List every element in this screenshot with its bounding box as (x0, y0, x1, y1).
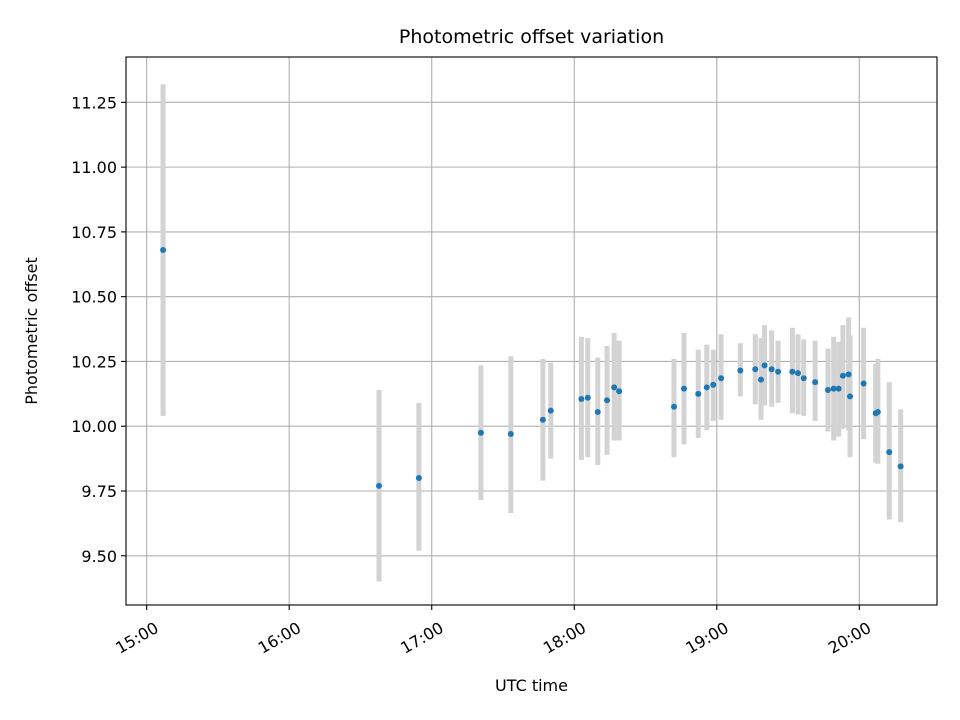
data-point (830, 385, 837, 392)
data-points (160, 247, 904, 489)
data-point (710, 381, 717, 388)
y-tick-label: 10.75 (71, 223, 117, 242)
data-point (795, 370, 802, 377)
data-point (539, 416, 546, 423)
data-point (897, 463, 904, 470)
data-point (695, 390, 702, 397)
data-point (611, 384, 618, 391)
data-point (789, 368, 796, 375)
plot-area (126, 57, 937, 605)
data-point (718, 375, 725, 382)
data-point (507, 430, 514, 437)
data-point (703, 384, 710, 391)
data-point (415, 475, 422, 482)
y-axis-label: Photometric offset (22, 257, 41, 405)
data-point (812, 379, 819, 386)
y-tick-label: 10.25 (71, 352, 117, 371)
data-point (584, 394, 591, 401)
data-point (800, 375, 807, 382)
y-tick-label: 9.50 (81, 547, 117, 566)
data-point (681, 385, 688, 392)
data-point (835, 385, 842, 392)
data-point (671, 403, 678, 410)
data-point (578, 396, 585, 403)
data-point (847, 393, 854, 400)
data-point (757, 376, 764, 383)
data-point (737, 367, 744, 374)
data-point (477, 429, 484, 436)
data-point (761, 362, 768, 369)
y-tick-label: 9.75 (81, 482, 117, 501)
data-point (616, 388, 623, 395)
data-point (547, 407, 554, 414)
data-point (160, 247, 167, 254)
y-tick-label: 11.00 (71, 158, 117, 177)
data-point (775, 368, 782, 375)
data-point (768, 366, 775, 373)
plot-frame (125, 56, 938, 606)
data-point (375, 482, 382, 489)
data-point (594, 408, 601, 415)
data-point (604, 397, 611, 404)
chart-title: Photometric offset variation (399, 26, 664, 48)
data-point (845, 371, 852, 378)
data-point (874, 408, 881, 415)
data-point (839, 372, 846, 379)
x-axis-label: UTC time (495, 676, 568, 695)
y-axis-ticks: 9.50 9.75 10.00 10.25 10.50 10.75 11.00 11.25 (71, 93, 126, 566)
data-point (886, 449, 893, 456)
y-tick-label: 10.50 (71, 288, 117, 307)
data-point (860, 380, 867, 387)
y-tick-label: 10.00 (71, 417, 117, 436)
data-point (824, 386, 831, 393)
y-tick-label: 11.25 (71, 93, 117, 112)
data-point (752, 366, 759, 373)
